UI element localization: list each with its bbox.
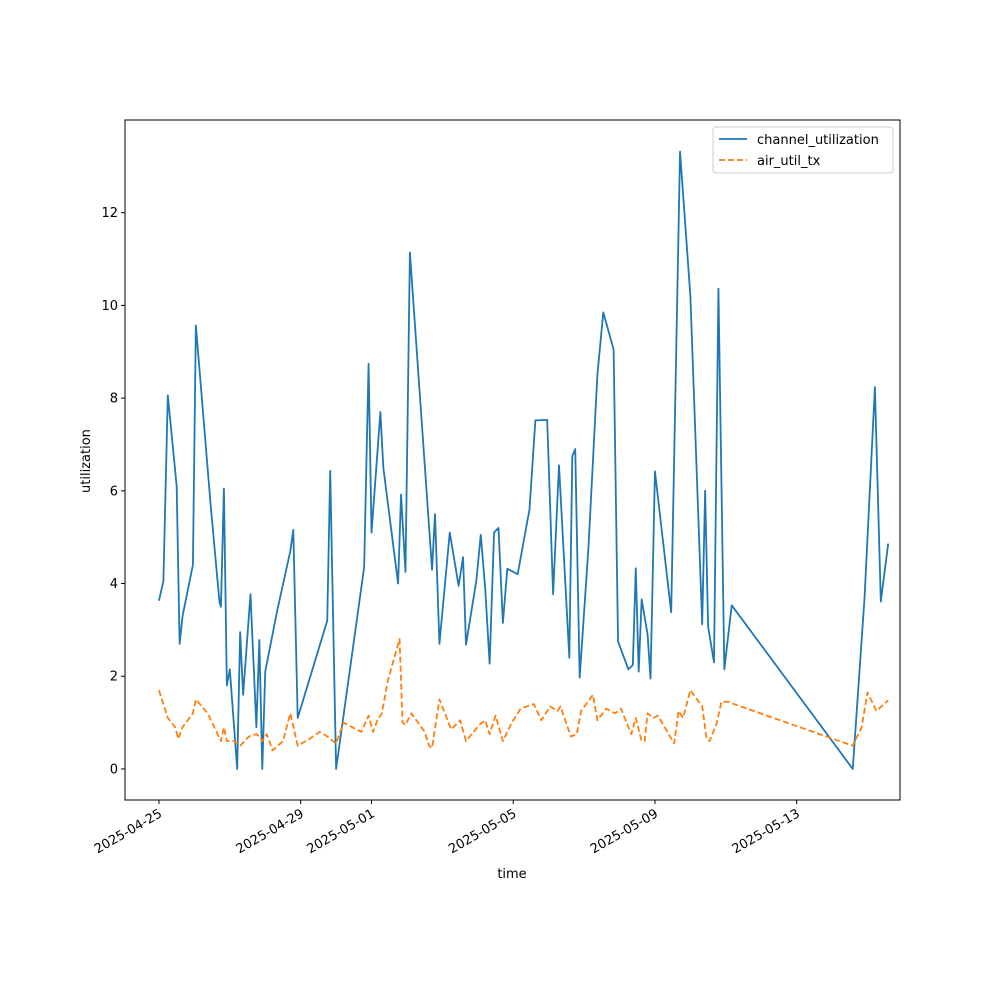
x-axis-title: time [497,867,526,882]
y-tick-label: 4 [110,577,118,592]
x-tick-label: 2025-05-01 [305,806,378,857]
y-tick-label: 0 [110,762,118,777]
series-line-air-util-tx [158,638,889,752]
y-tick-label: 10 [101,299,118,314]
legend-label: air_util_tx [757,154,821,169]
series-layer [158,150,890,770]
legend-label: channel_utilization [757,133,879,148]
plot-frame [124,119,901,801]
y-axis: 0 2 4 6 8 10 12 [101,206,125,777]
x-tick-label: 2025-05-09 [588,806,661,857]
plot-area [125,120,900,800]
y-tick-label: 12 [101,206,118,221]
y-tick-label: 6 [110,484,118,499]
x-tick-label: 2025-05-05 [446,806,519,857]
legend: channel_utilization air_util_tx [712,126,894,174]
x-tick-label: 2025-05-13 [730,806,803,857]
y-axis-title: utilization [79,429,94,493]
x-tick-label: 2025-04-29 [234,806,307,857]
y-tick-label: 8 [110,392,118,407]
x-tick-label: 2025-04-25 [92,806,165,857]
series-line-channel-utilization [158,150,890,770]
legend-box [712,126,894,174]
y-tick-label: 2 [110,670,118,685]
